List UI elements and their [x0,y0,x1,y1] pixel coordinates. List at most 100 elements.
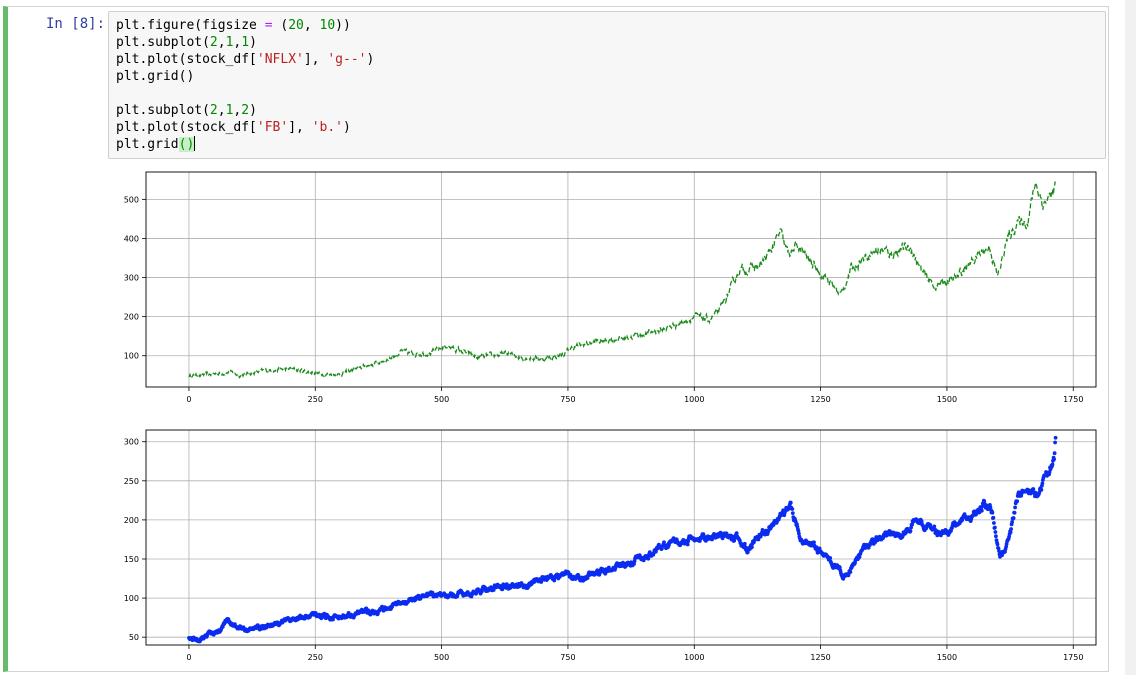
y-tick-label: 250 [124,477,139,486]
nflx-series-line [188,180,1057,380]
fb-data-point [797,531,801,536]
fb-data-point [1013,505,1017,510]
code-token: plt.subplot( [116,35,210,50]
nflx-line-chart: 0 250 500 750 1000 1250 1500 1750 100 200 300 400 50… [124,171,1097,404]
x-tick-label: 1250 [810,395,830,404]
y-tick-label: 400 [124,234,139,243]
fb-data-point [812,540,816,545]
code-line[interactable]: plt.subplot(2,1,2) [116,102,1105,119]
code-token: 10 [319,18,336,33]
fb-data-point [908,529,913,533]
fb-series-points [187,435,1058,644]
fb-data-point [995,542,1000,547]
fb-data-point [734,531,739,535]
code-editor[interactable]: plt.figure(figsize = (20, 10)) plt.subplo… [108,11,1106,159]
y-tick-label: 100 [124,352,139,361]
fb-data-point [1031,487,1036,491]
fb-data-point [742,541,747,546]
x-tick-label: 1000 [684,653,704,662]
x-tick-label: 1500 [937,395,957,404]
code-token: plt.plot(stock_df[ [116,120,257,135]
code-token: 'NFLX' [256,52,304,67]
y-tick-label: 300 [124,438,139,447]
fb-data-point [646,556,651,561]
fb-data-point [909,525,913,530]
plot-area [146,430,1096,645]
x-tick-label: 750 [560,395,575,404]
fb-data-point [1015,499,1020,504]
fb-data-point [814,545,819,550]
code-line[interactable]: plt.plot(stock_df['FB'], 'b.') [116,119,1105,136]
code-token: ) [343,120,351,135]
code-token: 1 [225,35,234,50]
fb-data-point [1039,488,1044,492]
x-tick-label: 500 [434,653,449,662]
fb-data-point [662,540,666,545]
fb-data-point [857,555,862,559]
fb-data-point [1053,440,1057,445]
code-token: 2 [241,103,250,118]
code-line[interactable] [116,85,1105,102]
x-tick-label: 500 [434,395,449,404]
code-token: , [217,35,226,50]
x-tick-label: 1750 [1063,395,1083,404]
fb-data-point [848,570,853,574]
fb-data-point [552,578,557,583]
fb-data-point [828,556,833,560]
code-token: 2 [209,35,218,50]
plot-area [146,172,1096,387]
fb-scatter-chart: 0 250 500 750 1000 1250 1500 1750 50 100 150 200 250… [124,429,1097,662]
cell-prompt: In [8]: [46,16,106,32]
code-line[interactable]: plt.subplot(2,1,1) [116,34,1105,51]
code-line[interactable]: plt.figure(figsize = (20, 10)) [116,17,1105,34]
fb-data-point [993,530,998,534]
fb-data-point [1040,481,1045,486]
fb-data-point [994,534,998,539]
x-tick-label: 1250 [810,653,830,662]
fb-data-point [539,580,544,584]
fb-data-point [788,500,793,505]
code-token: 20 [288,18,304,33]
fb-data-point [686,539,691,543]
fb-data-point [988,505,993,509]
code-token: () [178,137,195,152]
fb-data-point [837,565,842,570]
fb-data-point [979,508,984,513]
code-line[interactable]: plt.plot(stock_df['NFLX'], 'g--') [116,51,1105,68]
y-tick-label: 100 [124,594,139,603]
fb-data-point [1004,544,1008,549]
fb-data-point [1052,451,1057,456]
fb-data-point [632,562,636,566]
code-token: ], [288,120,312,135]
code-token: , [233,35,242,50]
fb-data-point [667,543,671,547]
code-token: plt.grid() [116,69,195,84]
code-token: plt.subplot( [116,103,210,118]
x-tick-label: 1000 [684,395,704,404]
fb-data-point [1008,530,1013,535]
code-token: plt.grid [116,137,179,152]
x-tick-label: 250 [308,395,323,404]
fb-data-point [750,545,754,550]
y-tick-label: 50 [129,633,139,642]
x-tick-label: 1500 [937,653,957,662]
x-tick-label: 250 [308,653,323,662]
code-line[interactable]: plt.grid() [116,136,1105,153]
fb-data-point [1052,457,1056,462]
fb-data-point [932,524,937,529]
fb-data-point [1050,462,1055,467]
x-tick-label: 1750 [1063,653,1083,662]
fb-data-point [685,542,690,547]
code-line[interactable]: plt.grid() [116,68,1105,85]
y-tick-label: 500 [124,195,139,204]
code-token: )) [335,18,351,33]
fb-data-point [997,549,1001,553]
fb-data-point [1012,510,1017,515]
code-token: plt.figure(figsize [116,18,265,33]
fb-data-point [1009,527,1013,531]
fb-data-point [919,519,924,524]
page-scrollbar-thumb[interactable] [1127,2,1134,673]
fb-data-point [991,515,996,520]
plot-frame [145,171,1097,388]
fb-data-point [982,499,987,504]
